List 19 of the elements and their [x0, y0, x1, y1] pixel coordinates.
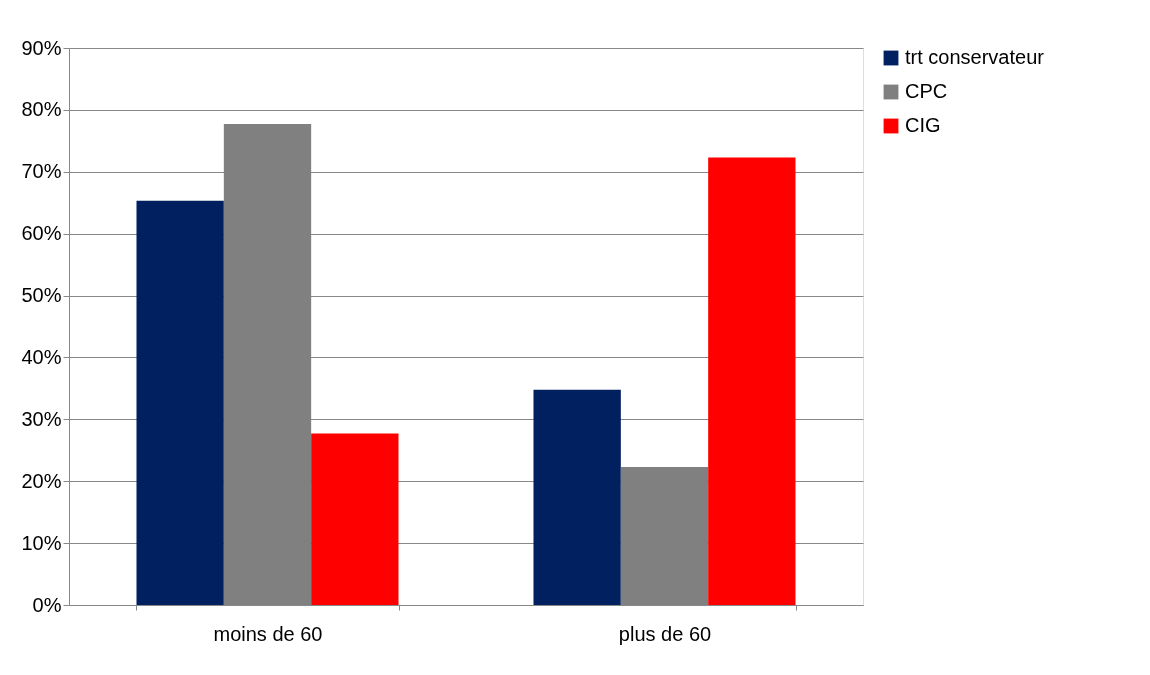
y-tick-label: 90% — [21, 36, 62, 59]
y-tick-label: 60% — [21, 222, 62, 245]
bar — [311, 433, 399, 605]
y-tick-label: 70% — [21, 160, 62, 183]
bar — [533, 389, 621, 605]
y-tick-label: 80% — [21, 98, 62, 121]
bar — [136, 200, 224, 605]
legend-label: CIG — [905, 114, 941, 136]
y-tick-label: 0% — [32, 593, 62, 616]
bar — [708, 157, 796, 605]
y-tick-label: 40% — [21, 345, 62, 368]
x-tick-label: moins de 60 — [213, 622, 323, 645]
y-tick-label: 10% — [21, 531, 62, 554]
y-tick-label: 50% — [21, 284, 62, 307]
legend-label: trt conservateur — [905, 46, 1045, 68]
y-tick-label: 20% — [21, 469, 62, 492]
x-tick-label: plus de 60 — [618, 622, 712, 645]
y-tick-label: 30% — [21, 407, 62, 430]
legend-label: CPC — [905, 80, 948, 102]
